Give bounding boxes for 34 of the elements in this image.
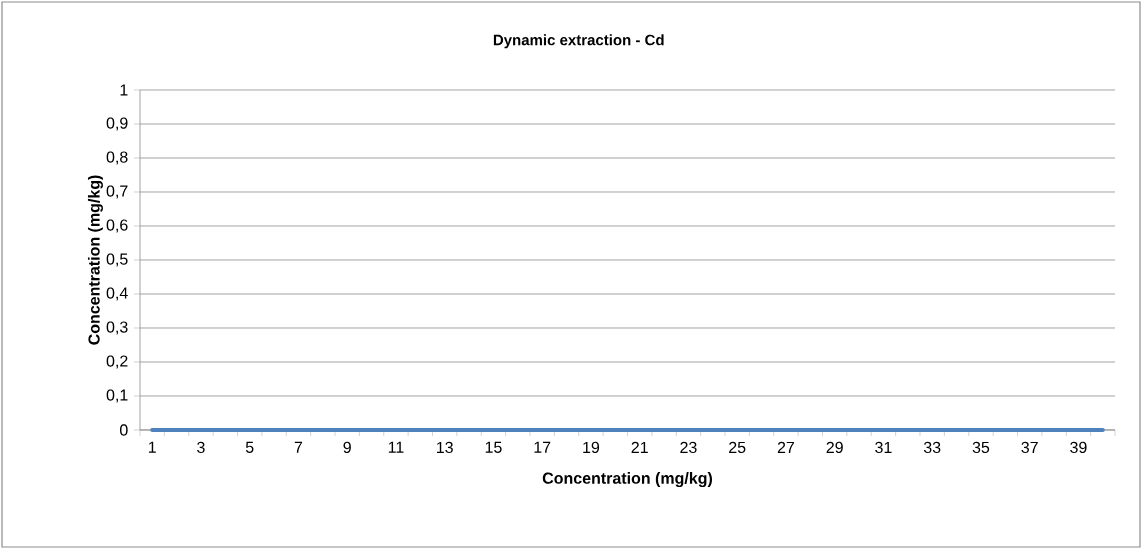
y-tick-label: 0,7 <box>106 185 128 199</box>
x-tick-label: 39 <box>1070 441 1087 454</box>
x-tick-label: 7 <box>294 441 303 453</box>
y-tick-label: 0,1 <box>106 389 128 403</box>
x-tick-label: 29 <box>826 441 843 454</box>
x-tick-label: 23 <box>680 441 697 454</box>
x-tick-label: 5 <box>245 441 254 453</box>
x-tick-label: 19 <box>583 441 600 454</box>
x-tick-label: 15 <box>485 441 502 453</box>
x-tick-label: 35 <box>972 441 990 454</box>
y-tick-label: 0 <box>120 424 128 436</box>
x-tick-label: 25 <box>729 441 746 454</box>
y-tick-label: 0,4 <box>106 287 128 301</box>
y-tick-label: 0,3 <box>106 321 128 335</box>
y-tick-label: 0,6 <box>106 219 128 233</box>
x-tick-label: 3 <box>197 441 205 454</box>
x-tick-label: 33 <box>923 441 941 454</box>
y-tick-label: 0,8 <box>106 151 128 165</box>
x-tick-label: 27 <box>777 441 795 453</box>
x-tick-label: 9 <box>343 441 351 454</box>
x-axis-title: Concentration (mg/kg) <box>542 472 713 488</box>
y-axis-title: Concentration (mg/kg) <box>87 175 103 345</box>
y-tick-label: 1 <box>120 84 128 96</box>
x-tick-label: 13 <box>437 441 453 454</box>
y-tick-label: 0,2 <box>106 355 128 369</box>
x-tick-label: 31 <box>875 441 892 454</box>
x-tick-label: 17 <box>534 441 551 453</box>
x-tick-label: 21 <box>631 441 648 453</box>
chart-title: Dynamic extraction - Cd <box>493 34 664 49</box>
x-tick-label: 37 <box>1021 441 1038 454</box>
x-tick-label: 11 <box>388 441 404 453</box>
y-tick-label: 0,9 <box>106 117 128 131</box>
x-tick-label: 1 <box>148 441 156 453</box>
y-tick-label: 0,5 <box>106 253 128 267</box>
